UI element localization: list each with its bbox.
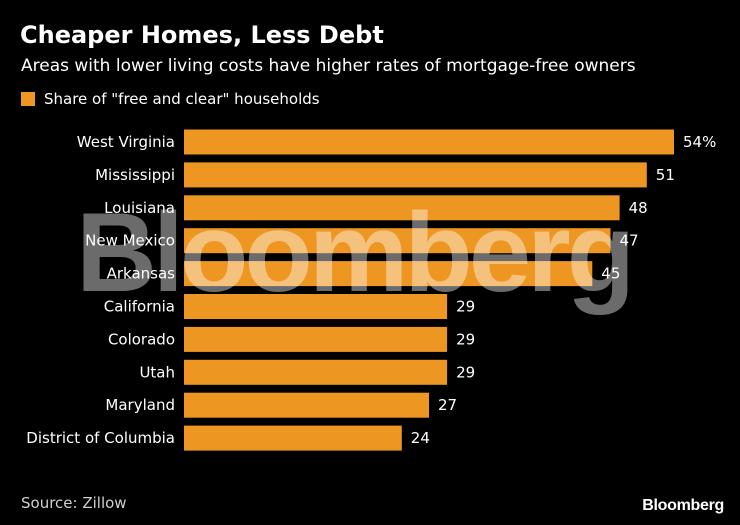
- value-label: 51: [656, 166, 675, 184]
- bar-colorado: [184, 326, 448, 352]
- category-label: California: [104, 298, 175, 316]
- category-label: New Mexico: [85, 232, 175, 250]
- bar-california: [184, 294, 448, 319]
- source-note: Source: Zillow: [21, 494, 127, 512]
- category-label: West Virginia: [77, 133, 175, 151]
- legend-swatch: [21, 92, 35, 106]
- value-label: 54%: [683, 133, 716, 151]
- value-label: 29: [456, 330, 475, 348]
- bar-mississippi: [184, 162, 647, 188]
- category-label: Louisiana: [104, 199, 175, 217]
- value-label: 45: [601, 265, 620, 283]
- value-label: 47: [620, 232, 639, 250]
- category-label: Colorado: [108, 330, 175, 348]
- value-label: 29: [456, 363, 475, 381]
- legend-label: Share of "free and clear" households: [44, 90, 320, 108]
- bar-new-mexico: [184, 228, 611, 254]
- value-label: 48: [629, 199, 648, 217]
- chart-subtitle: Areas with lower living costs have highe…: [21, 56, 636, 76]
- category-label: Utah: [139, 363, 175, 381]
- category-label: Mississippi: [95, 166, 175, 184]
- value-label: 24: [411, 429, 430, 447]
- value-label: 29: [456, 298, 475, 316]
- value-label: 27: [438, 396, 457, 414]
- brand-logo: Bloomberg: [642, 497, 724, 514]
- bar-west-virginia: [184, 129, 674, 155]
- category-label: District of Columbia: [26, 429, 175, 447]
- category-label: Maryland: [105, 396, 175, 414]
- bar-utah: [184, 359, 448, 385]
- bar-maryland: [184, 392, 429, 418]
- bar-louisiana: [184, 195, 620, 221]
- bar-arkansas: [184, 261, 593, 287]
- bar-district-of-columbia: [184, 425, 402, 451]
- category-label: Arkansas: [107, 265, 176, 283]
- chart-title: Cheaper Homes, Less Debt: [20, 21, 384, 49]
- legend: Share of "free and clear" households: [21, 89, 320, 109]
